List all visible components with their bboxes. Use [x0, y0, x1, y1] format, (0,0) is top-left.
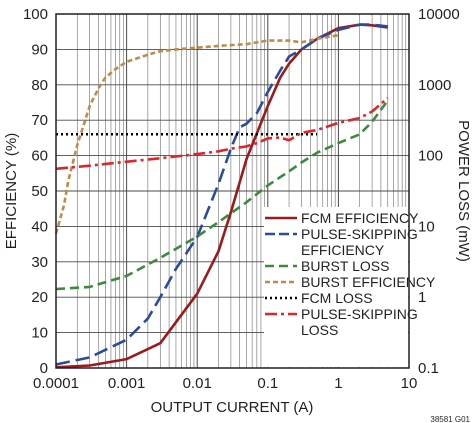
x-tick-label: 0.0001 [33, 375, 79, 392]
y-axis-label: EFFICIENCY (%) [3, 133, 20, 249]
series-line-pulse-skipping-efficiency [55, 23, 388, 366]
y-tick-label: 50 [31, 183, 48, 200]
x-tick-label: 0.01 [183, 375, 212, 392]
series-group [54, 23, 389, 369]
x-tick-label: 1 [334, 375, 342, 392]
legend-label: PULSE-SKIPPING [301, 306, 418, 322]
y2-tick-label: 10000 [418, 6, 460, 23]
y2-tick-label: 0.1 [418, 360, 439, 377]
y-tick-label: 80 [31, 77, 48, 94]
legend-label: BURST EFFICIENCY [301, 274, 436, 290]
series-line-burst-loss [55, 99, 389, 291]
figure-code: 38581 G01 [430, 415, 470, 423]
series-line-pulse-skipping-loss [55, 97, 389, 171]
y2-tick-label: 100 [418, 148, 443, 165]
y-tick-label: 40 [31, 218, 48, 235]
y-tick-label: 0 [40, 360, 48, 377]
legend-label: BURST LOSS [301, 258, 389, 274]
y-tick-label: 60 [31, 148, 48, 165]
plot-frame [55, 13, 410, 369]
y2-axis-label: POWER LOSS (mW) [455, 120, 472, 262]
y2-tick-label: 1000 [418, 77, 451, 94]
y-tick-label: 10 [31, 325, 48, 342]
y-tick-label: 70 [31, 112, 48, 129]
legend-label: FCM EFFICIENCY [301, 210, 419, 226]
x-tick-label: 0.001 [108, 375, 146, 392]
series-line-burst-efficiency [54, 33, 339, 234]
legend: FCM EFFICIENCYPULSE-SKIPPINGEFFICIENCYBU… [265, 210, 436, 338]
legend-label: FCM LOSS [301, 290, 373, 306]
tick-labels: 0.0001 0.001 0.01 0.1 1 100102030405060708090… [23, 6, 460, 392]
x-tick-label: 0.1 [257, 375, 278, 392]
y-tick-label: 20 [31, 289, 48, 306]
y2-tick-label: 10 [418, 218, 435, 235]
y-tick-label: 30 [31, 254, 48, 271]
legend-label: EFFICIENCY [301, 242, 385, 258]
legend-label: PULSE-SKIPPING [301, 226, 418, 242]
x-axis-label: OUTPUT CURRENT (A) [151, 399, 314, 416]
legend-label: LOSS [301, 322, 338, 338]
x-tick-label: 10 [401, 375, 418, 392]
y-tick-label: 90 [31, 41, 48, 58]
y-tick-label: 100 [23, 6, 48, 23]
y2-tick-label: 1 [418, 289, 426, 306]
